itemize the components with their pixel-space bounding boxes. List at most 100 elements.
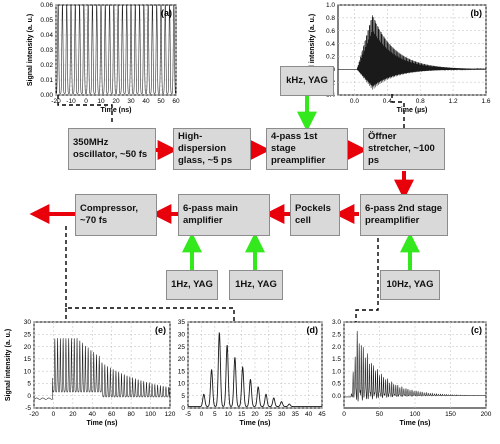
- box-preamp-1: 4-pass 1st stage preamplifier: [266, 128, 348, 170]
- x-tick-label: 100: [145, 411, 156, 418]
- box-compressor-label: Compressor, ~70 fs: [80, 203, 139, 226]
- x-tick-label: 40: [142, 98, 150, 105]
- x-tick-label: 0.4: [383, 98, 392, 105]
- x-tick-label: 0: [200, 411, 204, 418]
- x-tick-label: 60: [172, 98, 180, 105]
- box-dispersion-label: High-dispersion glass, ~5 ps: [178, 131, 233, 166]
- signal-trace: [56, 4, 176, 94]
- signal-trace: [33, 338, 171, 400]
- x-tick-label: 30: [278, 411, 286, 418]
- y-tick-label: 2.0: [332, 344, 341, 351]
- x-tick-label: 0: [342, 411, 346, 418]
- y-tick-label: 35: [178, 319, 186, 326]
- x-tick-label: 40: [89, 411, 97, 418]
- signal-trace: [338, 15, 487, 90]
- x-tick-label: -20: [29, 411, 39, 418]
- x-tick-label: 1.6: [481, 98, 490, 105]
- x-tick-label: 35: [292, 411, 300, 418]
- box-oscillator: 350MHz oscillator, ~50 fs: [68, 128, 156, 170]
- chart-panel-1: 0.00.40.81.21.6-0.4-0.20.00.20.40.60.81.…: [309, 2, 491, 114]
- box-offner-label: Öffner stretcher, ~100 ps: [368, 131, 435, 166]
- box-pump-1hz-a-label: 1Hz, YAG: [171, 279, 213, 290]
- x-axis-label: Time (ns): [87, 420, 118, 427]
- y-tick-label: 1.5: [332, 356, 341, 363]
- y-tick-label: 5: [181, 393, 185, 400]
- x-tick-label: 80: [128, 411, 136, 418]
- chart-panel-2: 0 50 100 150 200 0.0 0.5 1.0 1.5 2.0 2.5 3.0 Time (n…: [315, 319, 492, 427]
- x-axis-label: Time (ns): [400, 420, 431, 427]
- y-tick-label: 0.2: [326, 54, 335, 61]
- box-pump-khz: kHz, YAG: [280, 66, 334, 96]
- x-tick-label: 0.0: [350, 98, 359, 105]
- box-compressor: Compressor, ~70 fs: [75, 194, 157, 236]
- y-tick-label: 5: [27, 381, 31, 388]
- y-tick-label: 3.0: [332, 319, 341, 326]
- y-tick-label: 0.5: [332, 381, 341, 388]
- chart-panel-0: -20 -10 0 10 20 30 40 50 60 0.00 0.01 0.02 0.03 0.04 0…: [27, 2, 180, 114]
- box-pump-10hz-label: 10Hz, YAG: [386, 279, 434, 290]
- x-tick-label: 45: [318, 411, 326, 418]
- y-tick-label: 0.05: [40, 17, 53, 24]
- x-tick-label: 40: [305, 411, 313, 418]
- x-tick-label: 20: [112, 98, 120, 105]
- dashed-link-e-d: [65, 226, 235, 322]
- box-pump-1hz-b-label: 1Hz, YAG: [235, 279, 277, 290]
- x-tick-label: 60: [108, 411, 116, 418]
- dashed-link-c: [355, 238, 379, 322]
- y-tick-label: 20: [24, 344, 32, 351]
- box-dispersion-glass: High-dispersion glass, ~5 ps: [173, 128, 251, 170]
- x-tick-label: 50: [157, 98, 165, 105]
- box-offner-stretcher: Öffner stretcher, ~100 ps: [363, 128, 445, 170]
- x-tick-label: 0.8: [416, 98, 425, 105]
- y-tick-label: 25: [24, 331, 32, 338]
- y-tick-label: -5: [25, 405, 31, 412]
- chart-panel-4: -20 0 20 40 60 80 100 120 -5 0 5 10 15 20 25 30 Time (ns…: [5, 319, 176, 427]
- y-tick-label: 0.02: [40, 62, 53, 69]
- x-tick-label: 10: [225, 411, 233, 418]
- box-preamp-2-label: 6-pass 2nd stage preamplifier: [365, 203, 443, 226]
- x-tick-label: -20: [51, 98, 61, 105]
- box-pump-1hz-a: 1Hz, YAG: [166, 270, 218, 300]
- panel-label: (d): [307, 325, 319, 335]
- x-tick-label: 0: [84, 98, 88, 105]
- y-tick-label: 0.01: [40, 77, 53, 84]
- x-tick-label: 10: [97, 98, 105, 105]
- signal-trace: [188, 331, 322, 407]
- box-pockels-cell: Pockels cell: [290, 194, 340, 236]
- x-axis-label: Time (ns): [240, 420, 271, 427]
- y-axis-label: Signal intensity (a. u.): [5, 329, 12, 401]
- dashed-link-a: [57, 92, 113, 122]
- y-tick-label: 25: [178, 344, 186, 351]
- y-tick-label: 0.6: [326, 28, 335, 35]
- box-pockels-label: Pockels cell: [295, 203, 331, 226]
- y-tick-label: 10: [178, 381, 186, 388]
- dashed-link-b: [391, 92, 405, 128]
- x-tick-label: 50: [376, 411, 384, 418]
- y-tick-label: 30: [24, 319, 32, 326]
- box-preamp-2: 6-pass 2nd stage preamplifier: [360, 194, 448, 236]
- x-tick-label: 30: [127, 98, 135, 105]
- x-tick-label: 150: [445, 411, 456, 418]
- y-tick-label: 0: [181, 405, 185, 412]
- x-tick-label: 1.2: [449, 98, 458, 105]
- y-tick-label: 20: [178, 356, 186, 363]
- y-tick-label: 0.8: [326, 15, 335, 22]
- y-tick-label: 0: [27, 393, 31, 400]
- y-tick-label: 30: [178, 331, 186, 338]
- box-oscillator-label: 350MHz oscillator, ~50 fs: [73, 137, 148, 160]
- y-tick-label: 10: [24, 368, 32, 375]
- plot-frame: [337, 4, 487, 96]
- y-tick-label: 1.0: [332, 368, 341, 375]
- x-tick-label: -10: [66, 98, 76, 105]
- x-tick-label: -5: [185, 411, 191, 418]
- x-axis-label: Time (µs): [397, 107, 428, 114]
- x-axis-label: Time (ns): [101, 107, 132, 114]
- x-tick-label: 100: [410, 411, 421, 418]
- box-pump-10hz: 10Hz, YAG: [380, 270, 440, 300]
- y-axis-label: Signal intensity (a. u.): [309, 14, 316, 86]
- x-tick-label: 200: [481, 411, 492, 418]
- panel-label: (e): [155, 325, 166, 335]
- y-tick-label: 15: [24, 356, 32, 363]
